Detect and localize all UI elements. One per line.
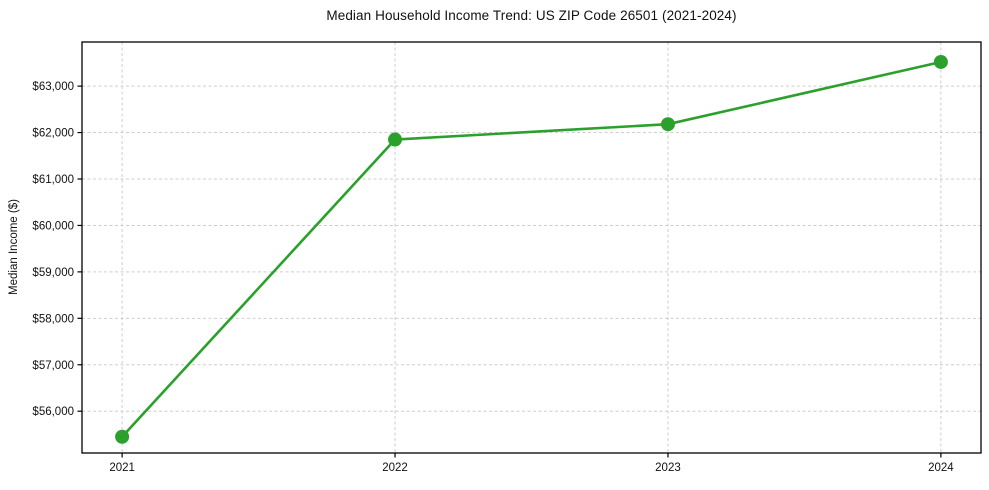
data-point (115, 429, 130, 444)
y-tick-label: $56,000 (32, 406, 74, 418)
y-tick-label: $63,000 (32, 81, 74, 93)
data-point (660, 117, 675, 132)
x-tick-label: 2024 (928, 462, 954, 474)
y-tick-label: $62,000 (32, 128, 74, 140)
x-tick-label: 2022 (382, 462, 408, 474)
data-point (388, 132, 403, 147)
y-tick-label: $57,000 (32, 360, 74, 372)
y-tick-label: $60,000 (32, 220, 74, 232)
y-tick-label: $61,000 (32, 174, 74, 186)
data-point (933, 54, 948, 69)
trend-line (120, 60, 943, 439)
x-tick-label: 2021 (109, 462, 135, 474)
x-tick-label: 2023 (655, 462, 681, 474)
y-tick-label: $58,000 (32, 313, 74, 325)
chart-title: Median Household Income Trend: US ZIP Co… (326, 8, 737, 23)
plot-border (81, 41, 982, 454)
y-tick-label: $59,000 (32, 267, 74, 279)
